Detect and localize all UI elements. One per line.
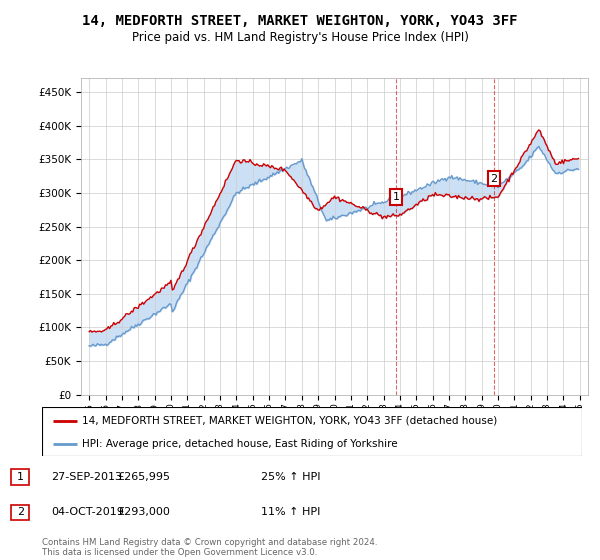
Text: 11% ↑ HPI: 11% ↑ HPI <box>261 507 320 517</box>
Text: 27-SEP-2013: 27-SEP-2013 <box>51 472 122 482</box>
Text: £265,995: £265,995 <box>117 472 170 482</box>
Text: 1: 1 <box>392 192 400 202</box>
Text: 14, MEDFORTH STREET, MARKET WEIGHTON, YORK, YO43 3FF: 14, MEDFORTH STREET, MARKET WEIGHTON, YO… <box>82 14 518 28</box>
Text: £293,000: £293,000 <box>117 507 170 517</box>
Text: 2: 2 <box>490 174 497 184</box>
Text: 25% ↑ HPI: 25% ↑ HPI <box>261 472 320 482</box>
Text: 04-OCT-2019: 04-OCT-2019 <box>51 507 124 517</box>
Text: 1: 1 <box>17 472 24 482</box>
Text: Price paid vs. HM Land Registry's House Price Index (HPI): Price paid vs. HM Land Registry's House … <box>131 31 469 44</box>
Text: 14, MEDFORTH STREET, MARKET WEIGHTON, YORK, YO43 3FF (detached house): 14, MEDFORTH STREET, MARKET WEIGHTON, YO… <box>83 416 498 426</box>
Text: Contains HM Land Registry data © Crown copyright and database right 2024.
This d: Contains HM Land Registry data © Crown c… <box>42 538 377 557</box>
Text: 2: 2 <box>17 507 24 517</box>
Text: HPI: Average price, detached house, East Riding of Yorkshire: HPI: Average price, detached house, East… <box>83 439 398 449</box>
